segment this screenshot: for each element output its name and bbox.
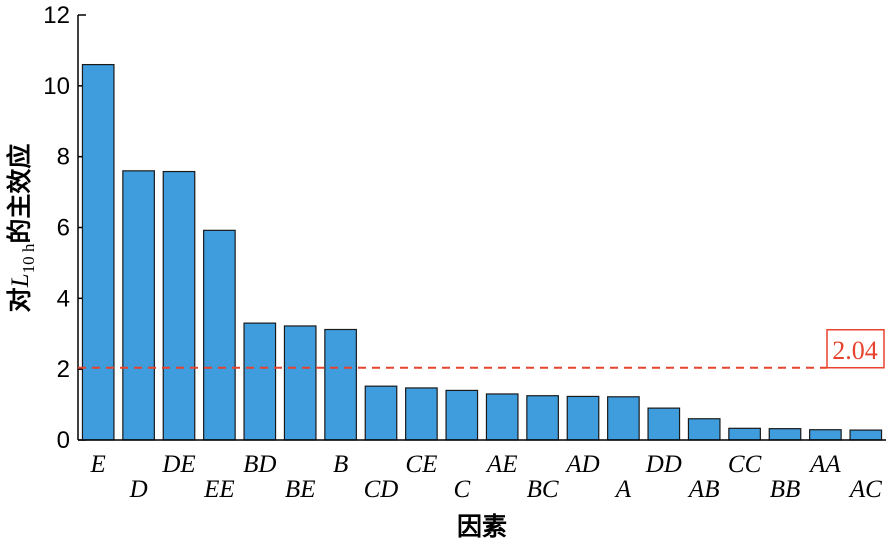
bar	[809, 429, 842, 441]
x-tick-label: DD	[645, 451, 682, 478]
bar	[162, 170, 196, 441]
x-tick-label: BD	[243, 451, 276, 478]
bar	[647, 407, 681, 441]
y-axis-label-part: 10 h	[19, 243, 38, 273]
x-tick-label: DE	[161, 451, 195, 478]
bar	[566, 395, 600, 441]
x-tick-label: E	[90, 451, 106, 478]
x-tick-label: CD	[364, 476, 399, 503]
x-tick-label: AD	[564, 451, 599, 478]
bar	[768, 428, 802, 441]
y-axis-label: 对L10 h的主效应	[5, 144, 38, 313]
bar	[849, 429, 883, 441]
x-tick-label: BE	[285, 476, 316, 503]
x-tick-label: B	[333, 451, 348, 478]
bar	[526, 395, 559, 441]
x-tick-label: AE	[485, 451, 518, 478]
x-tick-label: CC	[728, 451, 762, 478]
x-tick-label: AA	[808, 451, 841, 478]
y-axis-label-part: 对	[5, 287, 34, 312]
x-tick-label: EE	[203, 476, 235, 503]
x-tick-label: C	[453, 476, 470, 503]
bar	[607, 396, 640, 441]
y-tick-label: 12	[43, 2, 70, 29]
bar	[405, 387, 438, 441]
bar	[122, 170, 155, 441]
x-tick-label: A	[614, 476, 632, 503]
x-axis-label: 因素	[457, 512, 507, 541]
y-tick-label: 10	[43, 73, 70, 100]
threshold-label: 2.04	[832, 336, 878, 365]
bar	[364, 385, 398, 441]
x-tick-label: BC	[527, 476, 559, 503]
bar	[283, 325, 317, 441]
bar	[81, 63, 115, 441]
x-tick-label: BB	[770, 476, 801, 503]
bar	[243, 322, 277, 441]
bar	[324, 328, 357, 441]
x-tick-label: AB	[687, 476, 720, 503]
bar	[728, 427, 761, 441]
bar	[203, 229, 236, 441]
bar	[485, 393, 519, 441]
y-tick-label: 6	[57, 215, 70, 242]
y-tick-label: 2	[57, 356, 70, 383]
bar	[687, 418, 721, 441]
y-axis-label-part: 的主效应	[5, 144, 34, 244]
x-tick-label: D	[129, 476, 148, 503]
y-tick-label: 4	[57, 285, 70, 312]
threshold-box	[826, 329, 885, 369]
x-tick-label: CE	[405, 451, 437, 478]
y-axis-label-part: L	[7, 273, 34, 288]
x-tick-label: AC	[848, 476, 882, 503]
bar	[445, 389, 479, 441]
y-tick-label: 0	[57, 427, 70, 454]
y-tick-label: 8	[57, 144, 70, 171]
